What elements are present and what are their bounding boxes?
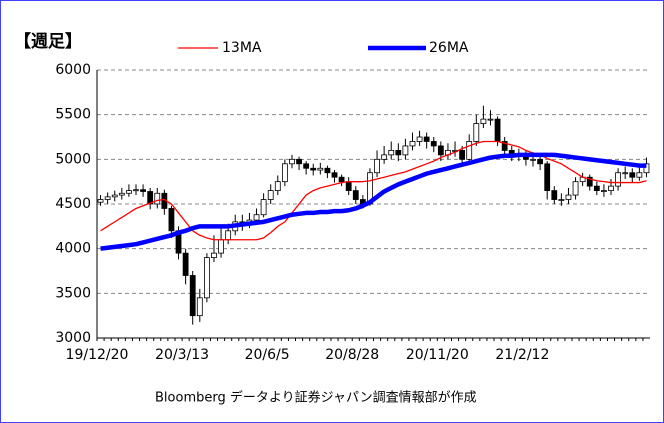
candle-body — [225, 230, 232, 241]
candle-body — [586, 176, 593, 187]
x-tick-label: 20/6/5 — [245, 347, 290, 363]
candle-body — [331, 172, 338, 178]
candle-body — [409, 141, 416, 147]
y-tick-label: 4500 — [55, 196, 91, 212]
candle-body — [430, 141, 437, 147]
y-tick-label: 3500 — [55, 285, 91, 301]
candle-body — [558, 199, 565, 201]
candle-body — [196, 297, 203, 317]
candle-body — [395, 149, 402, 156]
candle-body — [218, 239, 224, 254]
y-tick-label: 4000 — [55, 241, 91, 257]
candle-body — [551, 190, 558, 200]
ma-line — [100, 152, 647, 251]
candle-body — [281, 163, 288, 183]
candle-body — [608, 185, 614, 191]
candle-body — [345, 181, 352, 192]
candle-body — [593, 185, 600, 191]
candle-body — [636, 172, 643, 178]
candle-body — [473, 123, 480, 142]
candle-body — [317, 167, 324, 171]
candle-body — [537, 158, 544, 165]
candle-body — [147, 191, 154, 205]
candle-body — [140, 189, 146, 192]
candle-body — [501, 141, 508, 151]
candle-body — [466, 141, 473, 160]
x-tick-label: 19/12/20 — [66, 347, 129, 363]
candle-body — [296, 158, 302, 165]
y-tick-label: 6000 — [55, 62, 91, 78]
candle-body — [615, 172, 621, 187]
candle-body — [629, 172, 636, 178]
candle-body — [459, 149, 466, 160]
candle-body — [338, 176, 345, 183]
candle-body — [274, 181, 281, 192]
candle-body — [289, 158, 295, 165]
candle-body — [388, 149, 395, 156]
candle-body — [494, 118, 501, 142]
y-tick-label: 5500 — [55, 107, 91, 123]
candle-body — [437, 145, 444, 156]
candle-body — [565, 194, 572, 200]
candle-body — [267, 190, 274, 200]
candle-body — [352, 190, 359, 200]
legend-label: 13MA — [222, 40, 262, 56]
candle-body — [601, 190, 607, 193]
y-tick-label: 5000 — [55, 151, 91, 167]
candle-body — [182, 252, 189, 276]
legend-label: 26MA — [429, 40, 469, 56]
candle-body — [104, 196, 111, 200]
source-note: Bloomberg データより証券ジャパン調査情報部が作成 — [155, 390, 477, 406]
x-tick-label: 20/8/28 — [325, 347, 379, 363]
x-tick-label: 20/11/20 — [406, 347, 469, 363]
candle-body — [211, 252, 217, 258]
candle-body — [118, 192, 125, 196]
candle-body — [544, 163, 551, 192]
candle-body — [111, 194, 118, 198]
candle-body — [168, 208, 175, 232]
y-tick-label: 3000 — [55, 330, 91, 346]
candle-body — [416, 136, 423, 142]
candle-body — [253, 214, 260, 221]
candle-body — [381, 154, 388, 160]
candle-body — [189, 275, 196, 317]
candle-body — [310, 167, 317, 171]
candle-body — [530, 158, 536, 161]
candle-body — [260, 199, 267, 216]
candle-body — [423, 136, 430, 142]
candle-body — [324, 167, 331, 174]
x-tick-label: 20/3/13 — [155, 347, 209, 363]
candle-body — [374, 158, 380, 174]
x-tick-label: 21/2/12 — [495, 347, 549, 363]
candle-body — [303, 163, 310, 169]
candle-body — [572, 181, 579, 196]
candle-body — [203, 257, 210, 299]
candle-body — [402, 145, 409, 156]
candle-body — [487, 118, 494, 121]
candle-body — [480, 118, 487, 124]
candle-body — [154, 192, 161, 205]
chart-title: 【週足】 — [14, 31, 82, 52]
candle-body — [622, 172, 629, 175]
candle-body — [126, 190, 132, 194]
candle-body — [97, 199, 104, 203]
candle-body — [133, 189, 139, 192]
